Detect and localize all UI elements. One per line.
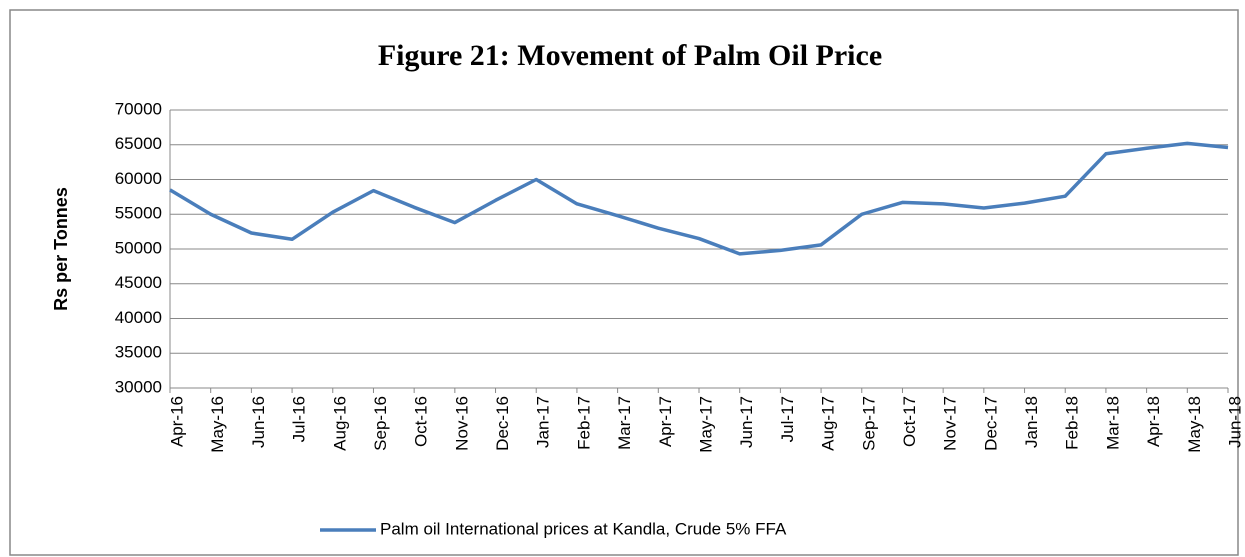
x-tick-label: Aug-16 [330,396,349,451]
y-tick-label: 70000 [115,99,162,118]
y-tick-label: 60000 [115,169,162,188]
y-tick-label: 50000 [115,238,162,257]
x-tick-label: Nov-17 [941,396,960,451]
x-tick-label: Aug-17 [819,396,838,451]
x-tick-label: Mar-18 [1103,396,1122,450]
x-tick-label: Sep-17 [859,396,878,451]
y-tick-label: 40000 [115,308,162,327]
y-axis-label: Rs per Tonnes [51,187,71,311]
x-tick-label: Jul-16 [290,396,309,442]
chart-frame [9,9,1239,556]
x-tick-label: Nov-16 [452,396,471,451]
x-tick-label: Oct-17 [900,396,919,447]
y-tick-label: 45000 [115,273,162,292]
y-tick-label: 35000 [115,343,162,362]
x-tick-label: Sep-16 [371,396,390,451]
x-tick-label: Jun-16 [249,396,268,448]
x-tick-label: Jul-17 [778,396,797,442]
x-tick-label: May-17 [696,396,715,453]
x-tick-label: Apr-18 [1144,396,1163,447]
x-tick-label: Feb-17 [574,396,593,450]
x-tick-label: Mar-17 [615,396,634,450]
x-tick-label: Oct-16 [412,396,431,447]
y-tick-label: 55000 [115,204,162,223]
chart-title: Figure 21: Movement of Palm Oil Price [378,39,882,72]
y-tick-label: 30000 [115,377,162,396]
x-tick-label: Dec-17 [981,396,1000,451]
x-tick-label: Feb-18 [1063,396,1082,450]
data-line [169,141,1229,256]
x-tick-label: May-18 [1185,396,1204,453]
x-tick-label: Apr-16 [167,396,186,447]
x-tick-label: May-16 [208,396,227,453]
y-tick-label: 65000 [115,134,162,153]
x-tick-label: Apr-17 [656,396,675,447]
x-tick-label: Jan-18 [1022,396,1041,448]
x-tick-label: Jun-18 [1225,396,1244,448]
legend-label: Palm oil International prices at Kandla,… [380,519,787,538]
x-tick-label: Jun-17 [737,396,756,448]
x-tick-label: Jan-17 [534,396,553,448]
x-tick-label: Dec-16 [493,396,512,451]
